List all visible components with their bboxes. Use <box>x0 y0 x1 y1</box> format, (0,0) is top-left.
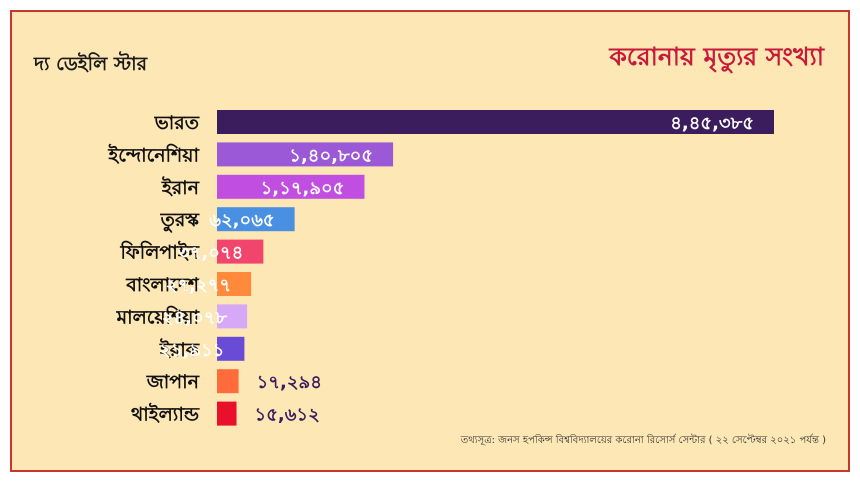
bar <box>217 174 365 199</box>
chart-frame: দ্য ডেইলি স্টার করোনায় মৃত্যুর সংখ্যা ত… <box>10 10 850 472</box>
value-label: ৪,৪৫,৩৮৫ <box>670 113 754 134</box>
value-label: ২৪,০৭৮ <box>162 307 228 328</box>
bar <box>217 401 237 426</box>
value-label: ১,৪০,৮০৫ <box>289 145 373 166</box>
category-label: তুরস্ক <box>160 209 201 233</box>
bar <box>217 207 295 232</box>
category-label: ইরাক <box>159 338 200 361</box>
chart-title: করোনায় মৃত্যুর সংখ্যা <box>609 42 824 71</box>
bar <box>217 239 264 264</box>
category-label: জাপান <box>146 371 200 393</box>
bar <box>217 142 394 167</box>
category-label: ভারত <box>154 112 200 134</box>
value-label: ১৭,২৯৪ <box>257 372 322 393</box>
category-label: ফিলিপাইন <box>119 241 199 264</box>
source-note: তথ্যসূত্র: জনস হপকিন্স বিশ্ববিদ্যালয়ের … <box>460 435 826 446</box>
value-label: ২১,৯১১ <box>159 340 224 361</box>
value-label: ১৫,৬১২ <box>255 405 320 426</box>
category-label: থাইল্যান্ড <box>131 403 200 426</box>
category-label: ইরান <box>161 176 200 199</box>
value-label: ২৭,২৭৭ <box>166 275 231 296</box>
value-label: ১,১৭,৯০৫ <box>261 178 345 199</box>
value-label: ৬২,০৬৫ <box>209 210 274 231</box>
category-label: ইন্দোনেশিয়া <box>107 143 200 166</box>
category-label: মালয়েশিয়া <box>116 305 201 328</box>
category-label: বাংলাদেশ <box>125 274 200 296</box>
brand-logo: দ্য ডেইলি স্টার <box>34 53 148 75</box>
value-label: ৩৭,০৭৪ <box>178 243 243 264</box>
bar <box>217 369 239 394</box>
bar <box>217 336 245 361</box>
bar <box>217 304 248 329</box>
bar <box>217 110 774 134</box>
bar <box>217 272 252 296</box>
